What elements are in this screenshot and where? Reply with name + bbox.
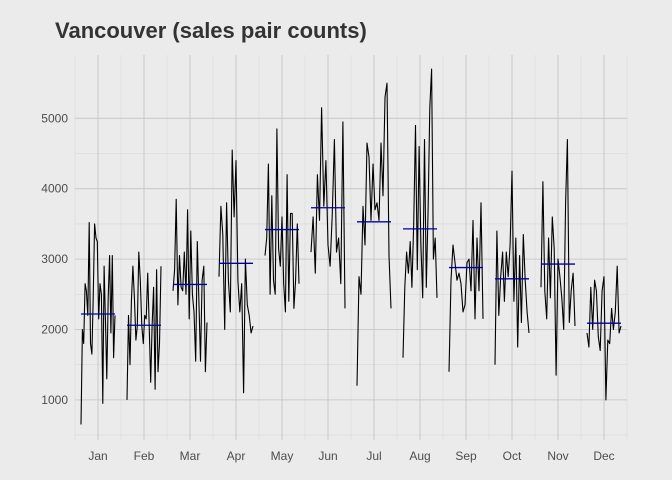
- x-tick-label: Oct: [503, 449, 522, 463]
- x-tick-label: Jul: [366, 449, 381, 463]
- x-axis: Jan Feb Mar Apr May Jun Jul Aug Sep Oct Nov Dec: [88, 449, 614, 463]
- month-series-line-aug: [402, 68, 438, 358]
- month-series-line-may: [264, 128, 300, 313]
- y-tick-label: 5000: [41, 111, 68, 125]
- x-tick-label: Feb: [134, 449, 155, 463]
- y-tick-label: 2000: [41, 322, 68, 336]
- month-series-line-apr: [218, 149, 254, 394]
- major-grid: [75, 55, 627, 440]
- mean-lines: [81, 207, 621, 326]
- x-tick-label: May: [271, 449, 294, 463]
- minor-grid: [74, 55, 628, 440]
- month-series-line-sep: [448, 202, 484, 372]
- y-tick-label: 1000: [41, 393, 68, 407]
- x-tick-label: Jun: [318, 449, 337, 463]
- month-series-line-mar: [172, 198, 208, 373]
- x-tick-label: Dec: [593, 449, 614, 463]
- x-tick-label: Jan: [88, 449, 107, 463]
- month-series-line-nov: [540, 138, 576, 376]
- month-series-line-jul: [356, 82, 392, 386]
- x-tick-label: Sep: [455, 449, 477, 463]
- series-lines: [80, 68, 622, 425]
- chart-title: Vancouver (sales pair counts): [55, 18, 367, 43]
- y-tick-label: 4000: [41, 182, 68, 196]
- month-series-line-jan: [80, 221, 116, 425]
- x-tick-label: Aug: [409, 449, 430, 463]
- x-tick-label: Apr: [227, 449, 246, 463]
- month-series-line-oct: [494, 170, 530, 365]
- month-series-line-dec: [586, 265, 622, 401]
- x-tick-label: Nov: [547, 449, 568, 463]
- month-series-line-feb: [126, 251, 162, 400]
- y-axis: 1000 2000 3000 4000 5000: [41, 111, 68, 407]
- x-tick-label: Mar: [180, 449, 201, 463]
- y-tick-label: 3000: [41, 252, 68, 266]
